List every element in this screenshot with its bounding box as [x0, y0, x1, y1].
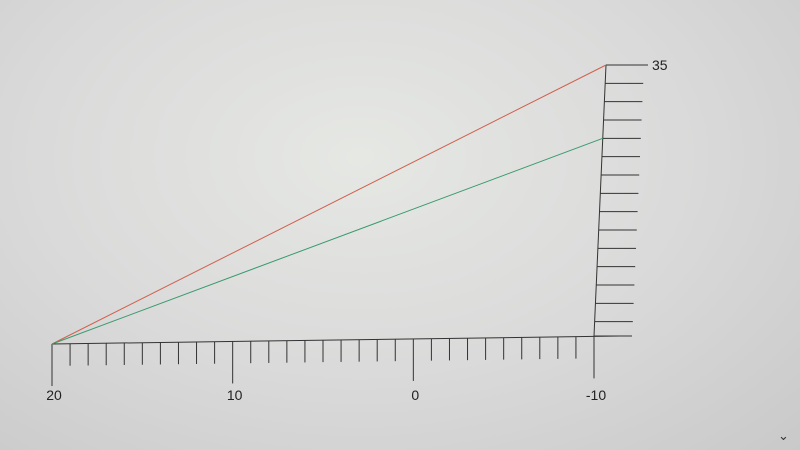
x-tick-label: 10 [227, 387, 243, 403]
series-line-2 [51, 137, 603, 345]
y-axis-line [593, 64, 607, 337]
y-tick-label: 35 [652, 57, 668, 73]
x-tick-label: 20 [46, 387, 62, 403]
chevron-down-icon[interactable]: ⌄ [778, 428, 789, 443]
x-axis-line [51, 335, 621, 345]
series-line-1 [51, 64, 607, 345]
x-tick-label: -10 [586, 387, 606, 403]
x-tick-label: 0 [411, 387, 419, 403]
